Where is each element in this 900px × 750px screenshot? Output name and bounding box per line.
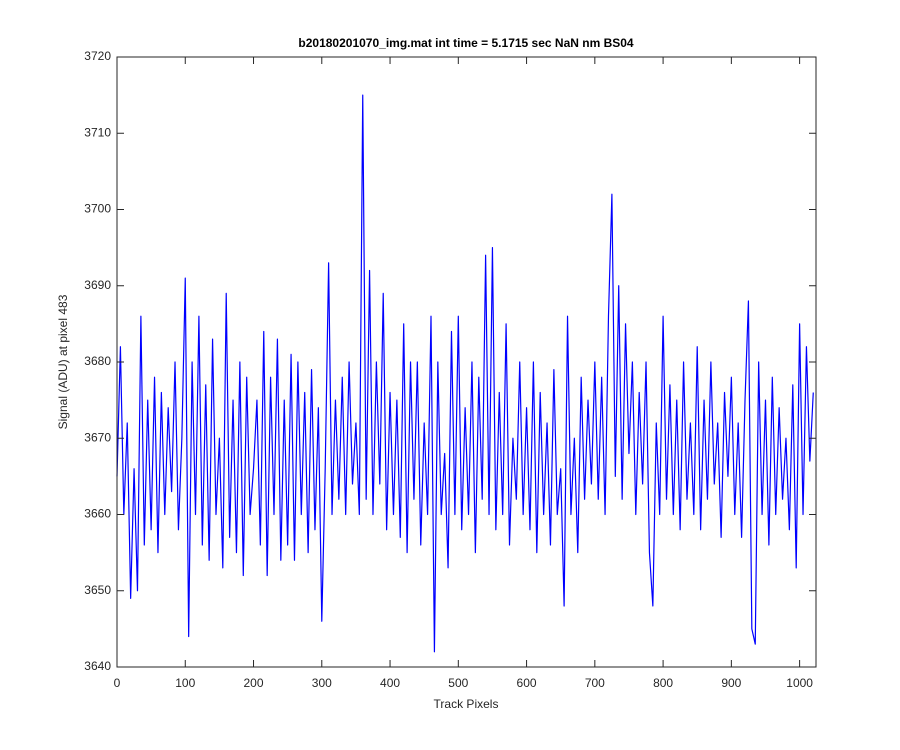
data-line — [116, 94, 814, 653]
x-tick-label: 1000 — [786, 676, 813, 690]
y-tick-label: 3690 — [84, 278, 111, 292]
x-tick-label: 0 — [114, 676, 121, 690]
x-tick-label: 300 — [312, 676, 332, 690]
y-tick-label: 3720 — [84, 49, 111, 63]
x-axis-label: Track Pixels — [434, 697, 499, 711]
y-tick-label: 3710 — [84, 125, 111, 139]
plot-area — [117, 57, 816, 667]
x-tick-label: 200 — [244, 676, 264, 690]
y-axis-label: Signal (ADU) at pixel 483 — [56, 294, 70, 429]
x-tick-label: 900 — [721, 676, 741, 690]
y-tick-label: 3670 — [84, 430, 111, 444]
x-tick-label: 800 — [653, 676, 673, 690]
chart-title: b20180201070_img.mat int time = 5.1715 s… — [298, 36, 634, 50]
y-tick-label: 3650 — [84, 583, 111, 597]
y-tick-label: 3680 — [84, 354, 111, 368]
y-tick-label: 3660 — [84, 507, 111, 521]
x-tick-label: 600 — [517, 676, 537, 690]
x-tick-label: 100 — [175, 676, 195, 690]
y-tick-label: 3640 — [84, 659, 111, 673]
x-tick-label: 400 — [380, 676, 400, 690]
y-tick-label: 3700 — [84, 202, 111, 216]
x-tick-label: 500 — [448, 676, 468, 690]
x-tick-label: 700 — [585, 676, 605, 690]
